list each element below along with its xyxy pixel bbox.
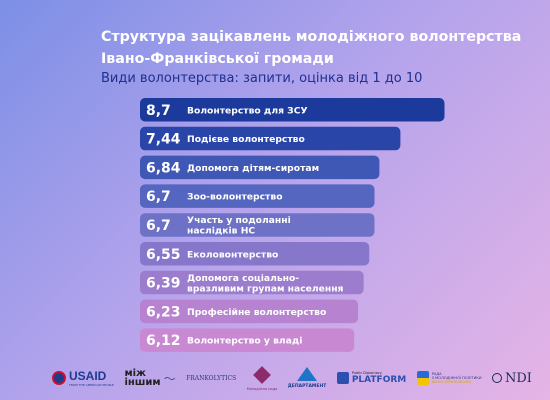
bar (140, 213, 375, 237)
molodizhna-wordmark: Молодіжна рада (246, 386, 278, 391)
value-label: 6,7 (146, 218, 171, 234)
value-label: 8,7 (146, 103, 171, 119)
bar-row: 6,12 Волонтерство у владі (140, 328, 355, 352)
bar (140, 126, 401, 151)
bar-row: 6,55 Еколовонтерство (140, 242, 370, 266)
value-label: 6,12 (146, 333, 181, 349)
category-label: Волонтерство у владі (187, 336, 302, 347)
bar (140, 155, 380, 180)
frankolytics-logo: FRANKOLYTICS (186, 375, 236, 382)
bar (140, 242, 370, 266)
rada-logo: РАДА З МОЛОДІЖНОЇ ПОЛІТИКИ ІВАНО-ФРАНКІВ… (416, 371, 482, 385)
rada-line1: РАДА (431, 372, 442, 376)
category-label: Допомога дітям-сиротам (187, 163, 319, 174)
bar (140, 328, 355, 352)
value-label: 6,55 (146, 247, 181, 263)
pdp-wordmark: PLATFORM (351, 375, 407, 385)
bar-row: 6,7 Участь у подоланні наслідків НС (140, 213, 375, 237)
category-label: Допомога соціально-вразливим групам насе… (187, 273, 344, 295)
category-label: Участь у подоланні наслідків НС (187, 215, 291, 237)
category-label: Подієве волонтерство (187, 134, 305, 145)
pdp-small-text: Public Diplomacy (351, 371, 382, 375)
diamond-icon (253, 365, 271, 384)
category-label: Еколовонтерство (187, 249, 278, 260)
bar (140, 299, 359, 324)
bar (140, 184, 375, 208)
value-label: 6,84 (146, 160, 181, 176)
mizh-line1: між (124, 368, 146, 379)
category-label: Зоо-волонтерство (187, 192, 283, 203)
usaid-wordmark: USAID (69, 369, 107, 383)
bar-row: 6,7 Зоо-волонтерство (140, 184, 375, 208)
rada-line2: З МОЛОДІЖНОЇ ПОЛІТИКИ (431, 376, 482, 380)
mizh-inshym-logo: між іншим 〜 (124, 368, 176, 388)
chart-title: Структура зацікавлень молодіжного волонт… (101, 29, 522, 67)
bar-row: 6,39 Допомога соціально-вразливим групам … (140, 270, 364, 295)
category-label: Волонтерство для ЗСУ (187, 105, 308, 116)
ndi-wordmark: NDI (505, 370, 532, 386)
frankolytics-wordmark: FRANKOLYTICS (186, 374, 237, 382)
pdp-logo: Public Diplomacy PLATFORM (336, 371, 407, 385)
mizh-line2: іншим (124, 377, 161, 388)
shield-icon (416, 371, 429, 385)
chart-subtitle: Види волонтерства: запити, оцінка від 1 … (101, 71, 423, 86)
pdp-icon (336, 372, 349, 384)
partner-logos: USAID FROM THE AMERICAN PEOPLE між іншим… (52, 364, 532, 392)
ndi-logo: NDI (492, 371, 532, 386)
ndi-circle-icon (492, 373, 502, 383)
usaid-logo: USAID FROM THE AMERICAN PEOPLE (52, 369, 114, 387)
bar (140, 98, 445, 122)
value-label: 6,39 (146, 276, 181, 292)
category-label: Професійне волонтерство (187, 307, 326, 318)
wave-icon: 〜 (163, 371, 176, 386)
bar-row: 8,7 Волонтерство для ЗСУ (140, 98, 445, 122)
value-label: 6,7 (146, 189, 171, 205)
value-label: 7,44 (146, 132, 181, 148)
department-wordmark: ДЕПАРТАМЕНТ (287, 384, 327, 389)
molodizhna-rada-logo: Молодіжна рада (246, 365, 278, 391)
department-logo: ДЕПАРТАМЕНТ (287, 367, 327, 389)
value-label: 6,23 (146, 304, 181, 320)
usaid-seal-icon (52, 371, 66, 385)
bar-row: 6,23 Професійне волонтерство (140, 299, 359, 324)
bar-row: 7,44 Подієве волонтерство (140, 126, 401, 151)
triangle-icon (297, 367, 318, 381)
bar-row: 6,84 Допомога дітям-сиротам (140, 155, 380, 180)
usaid-tagline: FROM THE AMERICAN PEOPLE (69, 383, 114, 387)
rada-line3: ІВАНО-ФРАНКІВСЬКА (431, 380, 472, 384)
bar (140, 270, 364, 295)
